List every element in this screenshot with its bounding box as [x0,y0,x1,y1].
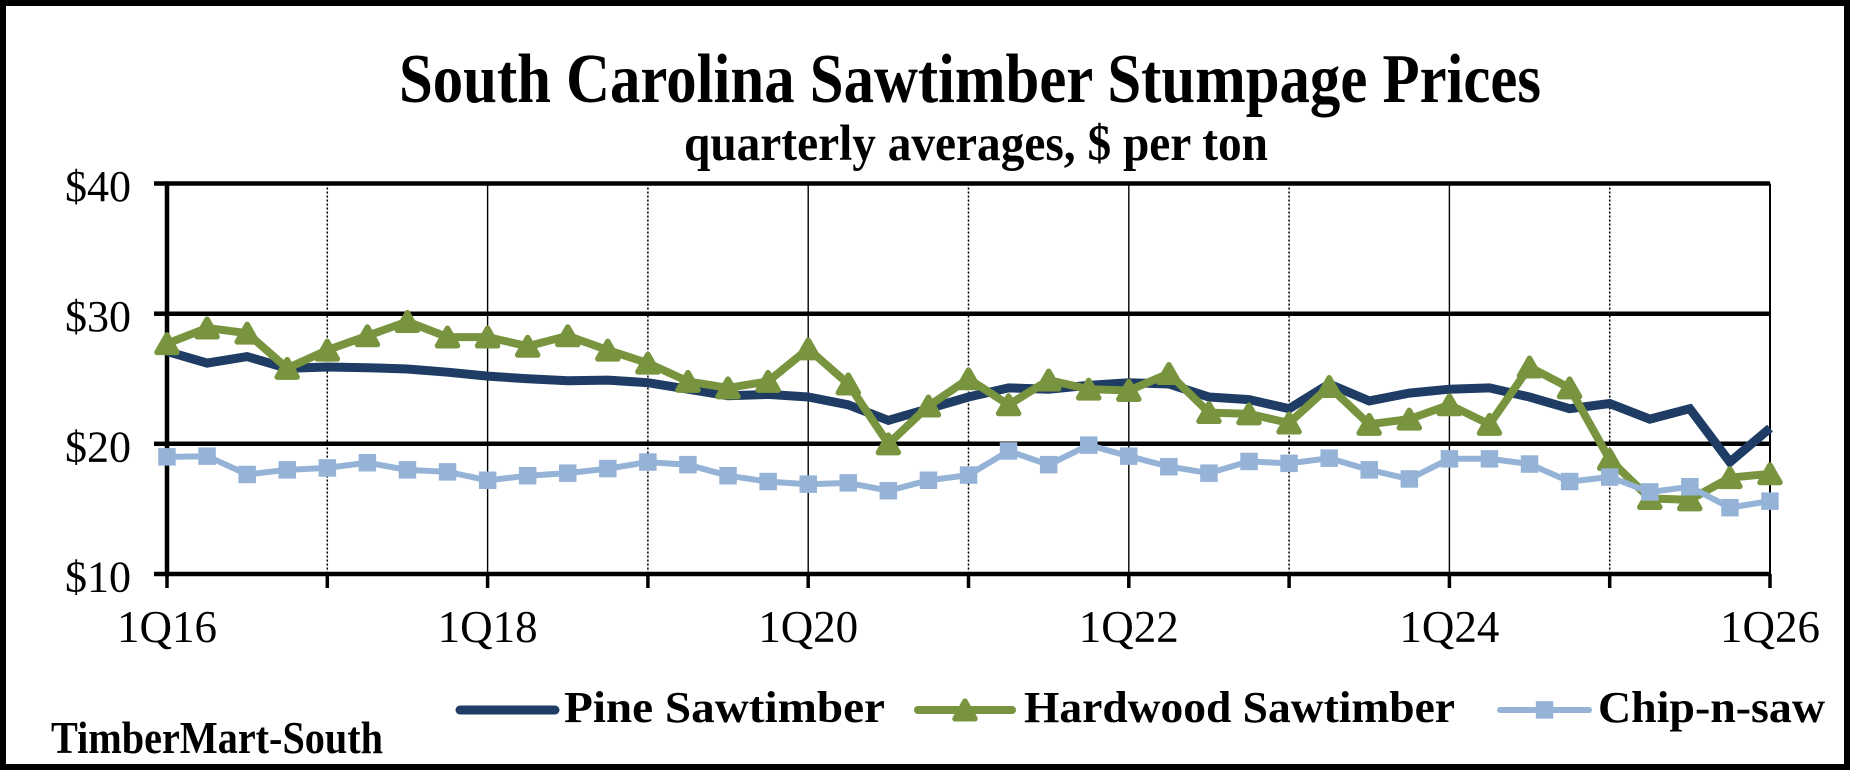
svg-text:quarterly averages, $ per ton: quarterly averages, $ per ton [684,116,1268,172]
svg-text:$10: $10 [65,553,131,602]
svg-text:1Q22: 1Q22 [1079,602,1179,652]
svg-text:Chip-n-saw: Chip-n-saw [1598,683,1825,732]
svg-text:South Carolina Sawtimber Stump: South Carolina Sawtimber Stumpage Prices [399,41,1541,118]
svg-text:$20: $20 [65,422,131,471]
svg-text:1Q16: 1Q16 [117,602,217,652]
svg-text:$30: $30 [65,292,131,341]
svg-text:$40: $40 [65,162,131,211]
svg-text:Pine Sawtimber: Pine Sawtimber [564,683,885,732]
svg-text:1Q24: 1Q24 [1399,602,1499,652]
svg-text:1Q26: 1Q26 [1720,602,1820,652]
svg-text:1Q20: 1Q20 [758,602,858,652]
svg-text:Hardwood Sawtimber: Hardwood Sawtimber [1024,683,1455,732]
svg-text:1Q18: 1Q18 [438,602,538,652]
svg-text:TimberMart-South: TimberMart-South [51,712,383,763]
